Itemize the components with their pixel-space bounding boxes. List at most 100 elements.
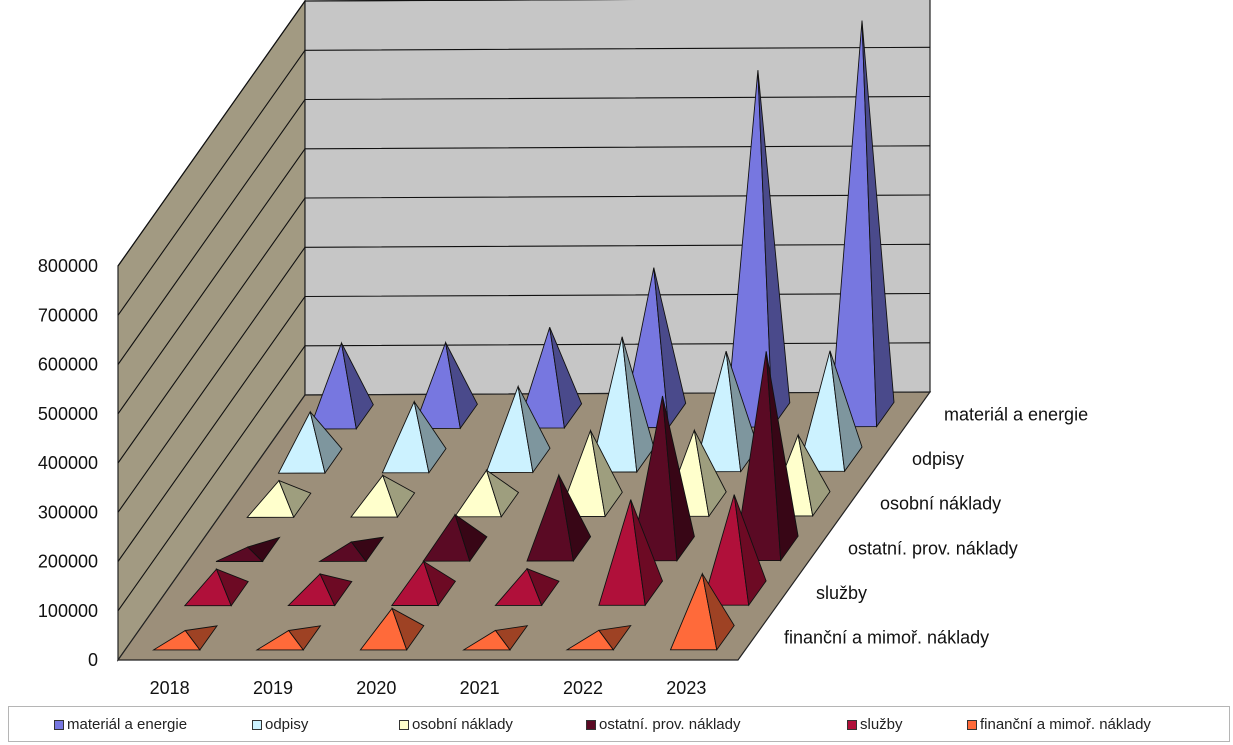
pyramid-side-face [445,342,478,430]
x-tick-label: 2021 [460,678,500,698]
legend-swatch [847,719,857,730]
legend-label: služby [860,716,903,733]
gridline [117,145,931,415]
gridline [117,46,931,316]
legend-swatch [252,719,262,730]
series-depth-labels: finanční a mimoř. náklady služby ostatní. … [784,404,1088,647]
legend-item: finanční a mimoř. náklady [967,716,1151,733]
x-tick-label: 2022 [563,678,603,698]
gridline [117,0,628,267]
pyramid-side-face [350,536,385,563]
pyramid-bar [598,499,664,607]
pyramid-bar [485,384,551,474]
x-tick-label: 2018 [150,678,190,698]
pyramid-bar [701,494,767,607]
legend-item: materiál a energie [54,716,187,733]
x-tick-label: 2020 [356,678,396,698]
pyramid-bar [494,567,560,607]
pyramid-bar [183,568,249,607]
pyramid-side-face [287,625,322,651]
y-axis-ticks: 0 100000 200000 300000 400000 500000 600000 700… [38,256,98,670]
pyramid-bar [318,536,385,563]
pyramid-side-face [526,567,560,607]
pyramid-bar [733,351,799,562]
series-depth-label: finanční a mimoř. náklady [784,628,989,648]
pyramid-side-face [319,573,353,607]
pyramid-side-face [184,625,218,651]
legend-item: osobní náklady [399,716,513,733]
pyramid-side-face [653,267,687,429]
legend-swatch [967,719,977,730]
pyramid-side-face [829,350,863,473]
legend-swatch [54,719,64,730]
y-tick-label: 500000 [38,404,98,424]
pyramid-side-face [381,474,416,518]
series-depth-label: osobní náklady [880,494,1001,514]
y-tick-label: 600000 [38,355,98,375]
pyramid-side-face [693,429,727,518]
legend-item: odpisy [252,716,308,733]
gridline [117,95,931,365]
x-tick-label: 2019 [253,678,293,698]
legend-item: služby [847,716,903,733]
pyramid-side-face [278,479,312,519]
pyramid-bar [589,336,655,474]
pyramids [152,20,895,651]
legend-swatch [399,719,409,730]
pyramid-side-face [861,20,895,428]
pyramid-side-face [517,386,551,474]
legend-item: ostatní. prov. náklady [586,716,740,733]
pyramid-side-face [621,336,655,474]
y-tick-label: 100000 [38,601,98,621]
pyramid-bar [381,400,447,474]
pyramid-bar [517,327,583,430]
pyramid-side-face [341,342,374,430]
pyramid-bar [255,625,322,651]
pyramid-side-face [215,568,249,607]
legend-label: odpisy [265,716,309,733]
series-depth-label: ostatní. prov. náklady [848,538,1018,558]
x-tick-label: 2023 [666,678,706,698]
pyramid-bar [526,473,592,563]
gridline [117,292,931,562]
legend-label: osobní náklady [412,716,513,733]
pyramid-side-face [549,327,583,430]
y-tick-label: 800000 [38,256,98,276]
y-tick-label: 200000 [38,552,98,572]
pyramid-side-face [422,560,457,607]
pyramid-bar [152,625,218,651]
gridline [117,342,931,612]
series-depth-label: odpisy [912,449,964,469]
pyramid-side-face [590,430,623,518]
y-tick-label: 0 [88,650,98,670]
pyramid-bar [277,410,343,475]
gridline [117,194,931,464]
y-tick-label: 700000 [38,305,98,325]
pyramid-side-face [598,624,632,651]
pyramid-bar [462,625,529,651]
pyramid-side-face [797,434,831,518]
pyramid-bar [287,573,353,607]
pyramid-side-face [494,625,529,651]
pyramid-side-face [701,573,735,651]
pyramid-side-face [454,513,488,563]
legend: materiál a energie odpisy osobní náklady os… [8,706,1230,742]
pyramid-bar [413,340,478,430]
gridline [117,243,931,513]
pyramid-bar [215,536,281,563]
pyramid-bar [797,350,863,473]
pyramid-bar [557,428,623,518]
pyramid-bar [359,607,425,651]
pyramid-side-face [630,499,664,607]
x-axis-ticks: 2018 2019 2020 2021 2022 2023 [150,678,707,698]
pyramid-bar [693,351,759,473]
pyramid-side-face [757,70,791,429]
series-depth-label: služby [816,583,867,603]
pyramid-side-face [662,395,695,562]
pyramid-bar [725,70,791,429]
pyramid-bar [453,469,520,518]
legend-label: finanční a mimoř. náklady [980,716,1151,733]
pyramid-chart: 0 100000 200000 300000 400000 500000 600000 700… [38,0,1088,698]
legend-swatch [586,719,596,730]
legend-label: ostatní. prov. náklady [599,716,741,733]
